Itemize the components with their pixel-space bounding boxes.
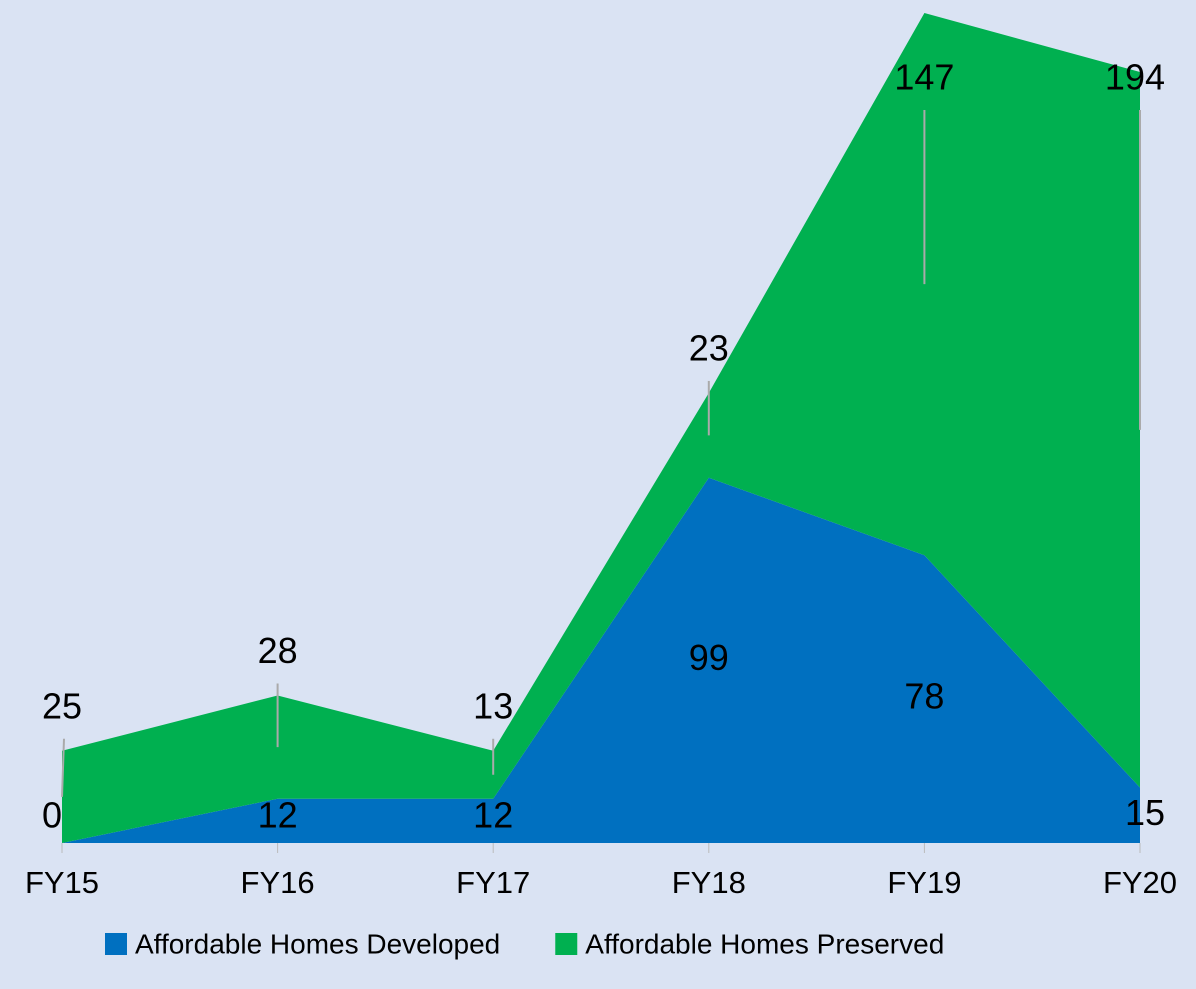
area [62,13,1140,843]
data-label: 25 [42,685,82,726]
data-label: 194 [1105,57,1165,98]
data-label: 28 [258,630,298,671]
data-label: 0 [42,795,62,836]
legend-swatch [105,933,127,955]
data-label: 99 [689,637,729,678]
leader-line [61,738,65,797]
data-label: 15 [1125,792,1165,833]
legend-swatch [555,933,578,955]
area [62,477,1140,843]
data-label: 12 [473,795,513,836]
data-label: 12 [258,795,298,836]
data-label: 147 [894,57,954,98]
x-tick-label: FY19 [887,865,961,900]
legend-label: Affordable Homes Preserved [585,928,944,959]
x-tick-label: FY20 [1103,865,1177,900]
x-tick-label: FY16 [241,865,315,900]
data-label: 13 [473,685,513,726]
legend-label: Affordable Homes Developed [135,928,500,959]
x-tick-label: FY17 [456,865,530,900]
x-tick-label: FY18 [672,865,746,900]
data-label: 23 [689,327,729,368]
x-tick-label: FY15 [25,865,99,900]
data-label: 78 [904,676,944,717]
